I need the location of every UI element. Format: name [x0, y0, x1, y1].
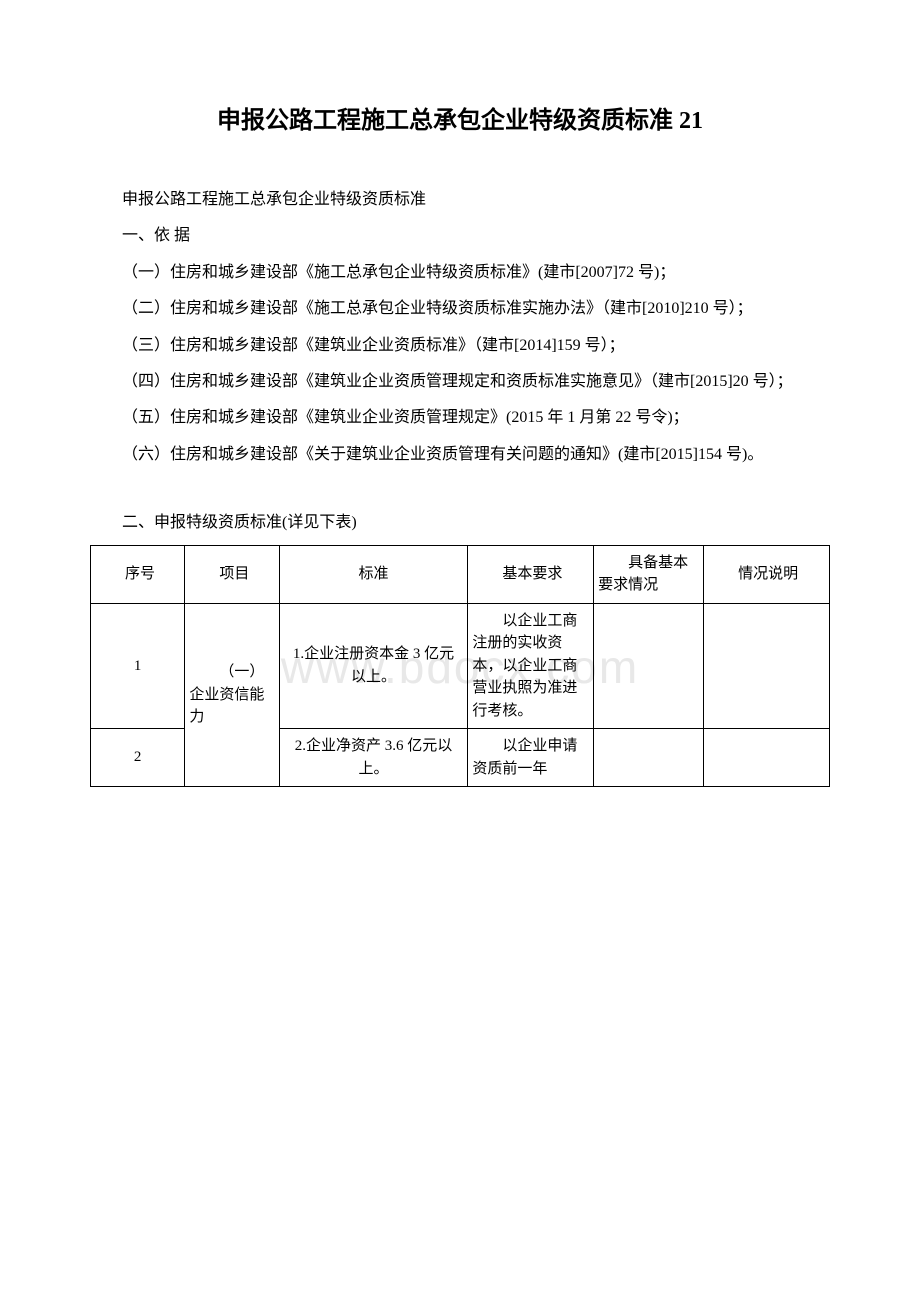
- header-note: 情况说明: [704, 545, 830, 603]
- table-header-row: 序号 项目 标准 基本要求 具备基本要求情况 情况说明: [91, 545, 830, 603]
- standards-table: 序号 项目 标准 基本要求 具备基本要求情况 情况说明 1 （一）企业资信能力 …: [90, 545, 830, 788]
- document-title: 申报公路工程施工总承包企业特级资质标准 21: [90, 100, 830, 135]
- basis-item-4: （四）住房和城乡建设部《建筑业企业资质管理规定和资质标准实施意见》（建市[201…: [90, 367, 830, 397]
- document-content: 申报公路工程施工总承包企业特级资质标准 21 申报公路工程施工总承包企业特级资质…: [90, 100, 830, 787]
- basis-item-2: （二）住房和城乡建设部《施工总承包企业特级资质标准实施办法》（建市[2010]2…: [90, 294, 830, 324]
- cell-standard: 1.企业注册资本金 3 亿元以上。: [279, 603, 468, 729]
- header-status: 具备基本要求情况: [594, 545, 704, 603]
- section-1-heading: 一、依 据: [90, 221, 830, 251]
- header-standard: 标准: [279, 545, 468, 603]
- cell-requirement: 以企业申请资质前一年: [468, 729, 594, 787]
- cell-seq: 1: [91, 603, 185, 729]
- header-seq: 序号: [91, 545, 185, 603]
- cell-standard: 2.企业净资产 3.6 亿元以上。: [279, 729, 468, 787]
- cell-note: [704, 603, 830, 729]
- basis-item-1: （一）住房和城乡建设部《施工总承包企业特级资质标准》(建市[2007]72 号)…: [90, 258, 830, 288]
- section-2-heading: 二、申报特级资质标准(详见下表): [90, 508, 830, 538]
- basis-item-3: （三）住房和城乡建设部《建筑业企业资质标准》（建市[2014]159 号）；: [90, 331, 830, 361]
- cell-item: （一）企业资信能力: [185, 603, 279, 787]
- basis-item-6: （六）住房和城乡建设部《关于建筑业企业资质管理有关问题的通知》(建市[2015]…: [90, 440, 830, 470]
- cell-note: [704, 729, 830, 787]
- header-item: 项目: [185, 545, 279, 603]
- cell-seq: 2: [91, 729, 185, 787]
- cell-status: [594, 729, 704, 787]
- table-row: 1 （一）企业资信能力 1.企业注册资本金 3 亿元以上。 以企业工商注册的实收…: [91, 603, 830, 729]
- cell-requirement: 以企业工商注册的实收资本，以企业工商营业执照为准进行考核。: [468, 603, 594, 729]
- cell-status: [594, 603, 704, 729]
- intro-paragraph: 申报公路工程施工总承包企业特级资质标准: [90, 185, 830, 215]
- basis-item-5: （五）住房和城乡建设部《建筑业企业资质管理规定》(2015 年 1 月第 22 …: [90, 403, 830, 433]
- header-requirement: 基本要求: [468, 545, 594, 603]
